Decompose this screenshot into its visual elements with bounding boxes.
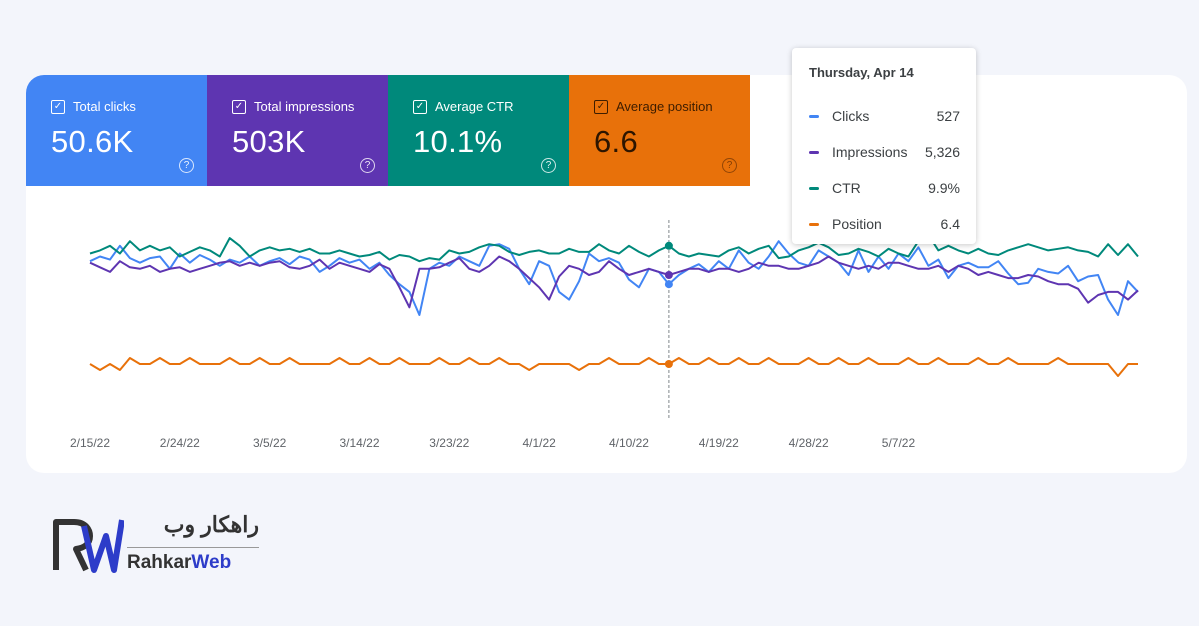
legend-swatch [809, 186, 819, 190]
metric-total-clicks[interactable]: ✓ Total clicks 50.6K ? [26, 75, 207, 186]
brand-name-en: RahkarWeb [127, 552, 231, 574]
tooltip-date: Thursday, Apr 14 [809, 65, 914, 80]
metric-value: 503K [232, 124, 306, 159]
metric-value: 50.6K [51, 124, 134, 159]
metric-average-position[interactable]: ✓ Average position 6.6 ? [569, 75, 750, 186]
brand-name-part2: Web [191, 552, 232, 573]
metric-label: Total clicks [73, 99, 136, 114]
tooltip-row-clicks: Clicks 527 [809, 98, 960, 134]
metric-total-impressions[interactable]: ✓ Total impressions 503K ? [207, 75, 388, 186]
tooltip-value: 9.9% [928, 180, 960, 196]
help-icon[interactable]: ? [360, 158, 375, 173]
hover-point-position [664, 360, 673, 368]
checkbox-icon[interactable]: ✓ [594, 99, 608, 114]
tooltip-value: 6.4 [940, 216, 960, 232]
checkbox-icon[interactable]: ✓ [413, 99, 427, 114]
hover-point-clicks [664, 280, 673, 289]
help-icon[interactable]: ? [722, 158, 737, 173]
x-tick-label: 3/23/22 [429, 436, 470, 450]
x-tick-label: 2/24/22 [159, 436, 200, 450]
metric-value: 6.6 [594, 124, 638, 159]
series-line-impressions [89, 255, 1139, 309]
help-icon[interactable]: ? [179, 158, 194, 173]
brand-logo-icon [53, 519, 124, 573]
tooltip-label: Clicks [832, 108, 870, 124]
tooltip-label: CTR [832, 180, 861, 196]
help-icon[interactable]: ? [541, 158, 556, 173]
x-tick-label: 5/7/22 [881, 436, 916, 450]
tooltip-value: 527 [936, 108, 960, 124]
series-line-position [89, 357, 1138, 377]
metric-average-ctr[interactable]: ✓ Average CTR 10.1% ? [388, 75, 569, 186]
metric-label: Average CTR [435, 99, 514, 114]
tooltip-row-impressions: Impressions 5,326 [809, 134, 960, 170]
metric-value: 10.1% [413, 124, 503, 159]
x-tick-label: 4/19/22 [698, 436, 739, 450]
hover-point-ctr [664, 241, 673, 250]
metric-label: Total impressions [254, 99, 355, 114]
tooltip-row-position: Position 6.4 [809, 206, 960, 242]
brand-name-fa: راهکار وب [163, 512, 259, 537]
tooltip-row-ctr: CTR 9.9% [809, 170, 960, 206]
x-tick-label: 3/14/22 [339, 436, 380, 450]
tooltip-label: Position [832, 216, 882, 232]
checkbox-icon[interactable]: ✓ [232, 99, 246, 114]
x-tick-label: 4/28/22 [788, 436, 829, 450]
chart-tooltip: Thursday, Apr 14 Clicks 527 Impressions … [792, 48, 976, 244]
x-tick-label: 4/1/22 [522, 436, 556, 450]
series-line-ctr [89, 234, 1139, 263]
x-tick-label: 2/15/22 [69, 436, 111, 450]
checkbox-icon[interactable]: ✓ [51, 99, 65, 114]
legend-swatch [809, 150, 819, 154]
hover-point-impressions [664, 271, 673, 279]
tooltip-value: 5,326 [924, 144, 960, 160]
x-tick-label: 3/5/22 [252, 436, 287, 450]
brand-name-part1: Rahkar [127, 552, 192, 573]
x-tick-label: 4/10/22 [608, 436, 649, 450]
legend-swatch [809, 222, 819, 226]
brand-divider [127, 547, 259, 548]
legend-swatch [809, 114, 819, 118]
metric-label: Average position [616, 99, 713, 114]
tooltip-label: Impressions [832, 144, 908, 160]
